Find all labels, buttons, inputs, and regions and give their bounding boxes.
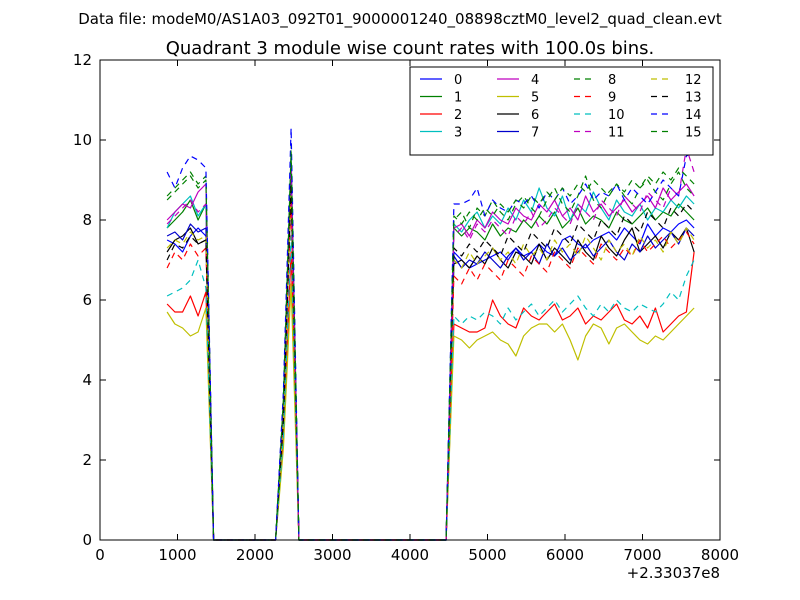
legend-label-10: 10: [608, 108, 625, 123]
x-tick-label: 1000: [158, 546, 196, 564]
legend-label-5: 5: [531, 91, 539, 106]
legend-label-11: 11: [608, 126, 625, 141]
legend-label-4: 4: [531, 73, 539, 88]
x-tick-label: 3000: [313, 546, 351, 564]
x-tick-label: 7000: [623, 546, 661, 564]
chart-suptitle: Data file: modeM0/AS1A03_092T01_90000012…: [78, 10, 722, 29]
x-tick-label: 4000: [391, 546, 429, 564]
x-tick-label: 0: [95, 546, 105, 564]
chart-title: Quadrant 3 module wise count rates with …: [166, 38, 655, 59]
legend-label-8: 8: [608, 73, 616, 88]
axes-layer: 0 1000 2000 3000 4000 5000 6000 7000 80000246810…: [73, 51, 739, 564]
y-tick-label: 8: [82, 211, 92, 229]
legend-label-12: 12: [685, 73, 702, 88]
legend-label-9: 9: [608, 91, 616, 106]
legend-label-15: 15: [685, 126, 702, 141]
legend-label-2: 2: [454, 108, 462, 123]
x-tick-label: 2000: [236, 546, 274, 564]
legend-label-13: 13: [685, 91, 702, 106]
legend-label-6: 6: [531, 108, 539, 123]
series-line-9: [166, 199, 695, 541]
legend-label-14: 14: [685, 108, 702, 123]
y-tick-label: 2: [82, 451, 92, 469]
y-tick-label: 10: [73, 131, 92, 149]
x-offset-label: +2.33037e8: [627, 564, 720, 582]
y-tick-label: 0: [82, 531, 92, 549]
y-tick-label: 6: [82, 291, 92, 309]
legend-label-0: 0: [454, 73, 462, 88]
x-tick-label: 5000: [468, 546, 506, 564]
legend-label-7: 7: [531, 126, 539, 141]
legend-label-3: 3: [454, 126, 462, 141]
x-tick-label: 6000: [546, 546, 584, 564]
legend-label-1: 1: [454, 91, 462, 106]
x-tick-label: 8000: [701, 546, 739, 564]
y-tick-label: 12: [73, 51, 92, 69]
y-tick-label: 4: [82, 371, 92, 389]
legend-box: [409, 66, 714, 156]
